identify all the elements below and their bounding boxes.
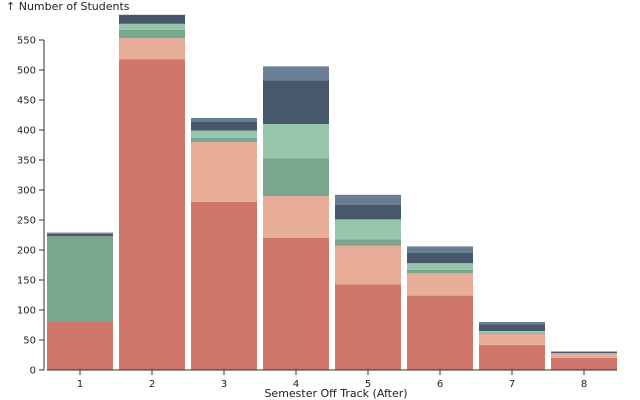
bar-segment-5-3 <box>335 239 401 246</box>
bar-segment-5-1 <box>335 284 401 370</box>
y-tick-label: 400 <box>17 126 36 137</box>
bar-segment-7-1 <box>479 344 545 370</box>
bar-segment-3-4 <box>191 130 257 138</box>
y-tick-label: 200 <box>17 246 36 257</box>
bar-segment-1-3 <box>47 236 113 322</box>
y-tick-label: 500 <box>17 66 36 77</box>
x-tick-label: 7 <box>509 379 515 390</box>
bar-segment-6-5 <box>407 253 473 264</box>
bar-segment-1-5 <box>47 233 113 237</box>
x-tick-label: 3 <box>221 379 227 390</box>
bar-segment-3-6 <box>191 118 257 122</box>
bar-segment-2-3 <box>119 29 185 39</box>
y-tick-label: 150 <box>17 276 36 287</box>
bar-segment-4-4 <box>263 124 329 159</box>
y-tick-label: 0 <box>30 366 36 377</box>
bar-segment-6-1 <box>407 295 473 370</box>
bar-segment-4-3 <box>263 158 329 196</box>
x-axis-title: Semester Off Track (After) <box>264 387 407 400</box>
bar-segment-2-5 <box>119 14 185 24</box>
bar-segment-3-5 <box>191 121 257 131</box>
x-tick-label: 2 <box>149 379 155 390</box>
bar-segment-6-2 <box>407 273 473 296</box>
bar-segment-6-3 <box>407 269 473 274</box>
bar-segment-5-4 <box>335 219 401 240</box>
bar-segment-3-3 <box>191 137 257 142</box>
y-tick-label: 100 <box>17 306 36 317</box>
bar-segment-1-6 <box>47 232 113 234</box>
x-tick-label: 4 <box>293 379 299 390</box>
y-axis: 0 50 100 150 200 250 300 350 400 450 500 550 <box>17 36 45 377</box>
bar-segment-8-5 <box>551 352 617 354</box>
bar-segment-6-4 <box>407 263 473 270</box>
x-tick-label: 5 <box>365 379 371 390</box>
bar-segment-6-6 <box>407 246 473 253</box>
bar-segment-8-1 <box>551 358 617 370</box>
x-tick-label: 1 <box>77 379 83 390</box>
bar-segment-2-4 <box>119 23 185 30</box>
bar-segment-4-5 <box>263 80 329 124</box>
bar-segment-4-6 <box>263 66 329 81</box>
bar-segment-7-2 <box>479 334 545 345</box>
bar-segment-5-2 <box>335 245 401 285</box>
bar-segment-7-6 <box>479 322 545 325</box>
x-axis: 1 2 3 4 5 6 7 8 <box>47 369 617 390</box>
bar-segment-1-1 <box>47 322 113 370</box>
y-tick-label: 250 <box>17 216 36 227</box>
y-tick-label: 300 <box>17 186 36 197</box>
bar-segment-4-1 <box>263 238 329 370</box>
bar-segment-5-6 <box>335 194 401 205</box>
x-tick-label: 6 <box>437 379 443 390</box>
y-axis-title: ↑ Number of Students <box>6 0 130 13</box>
bar-segment-4-2 <box>263 196 329 238</box>
bar-segment-2-1 <box>119 59 185 370</box>
bar-segment-3-1 <box>191 202 257 370</box>
bar-segment-7-5 <box>479 324 545 331</box>
bar-segment-7-3 <box>479 333 545 334</box>
y-tick-label: 450 <box>17 96 36 107</box>
y-tick-label: 350 <box>17 156 36 167</box>
bar-segment-2-2 <box>119 38 185 60</box>
bars-layer <box>47 14 617 370</box>
bar-segment-8-4 <box>551 353 617 354</box>
bar-segment-5-5 <box>335 205 401 220</box>
x-tick-label: 8 <box>581 379 587 390</box>
bar-segment-3-2 <box>191 142 257 202</box>
bar-segment-7-4 <box>479 331 545 334</box>
y-tick-label: 50 <box>23 336 36 347</box>
bar-segment-8-6 <box>551 351 617 352</box>
bar-segment-8-2 <box>551 353 617 358</box>
y-tick-label: 550 <box>17 36 36 47</box>
